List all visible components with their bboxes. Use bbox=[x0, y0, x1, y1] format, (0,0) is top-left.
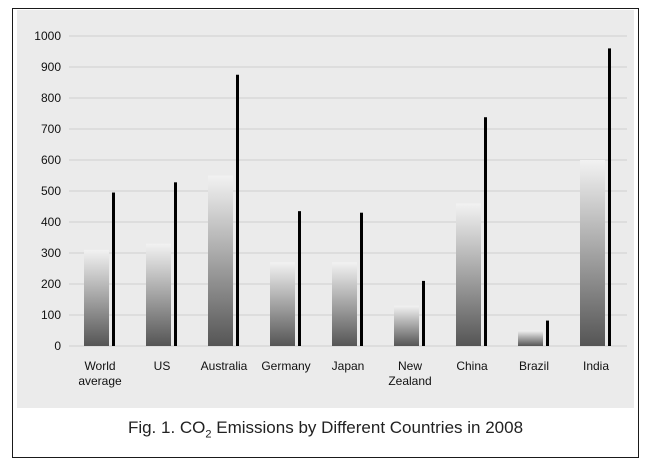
y-tick-label: 700 bbox=[41, 122, 61, 136]
x-tick-label: Germany bbox=[261, 359, 310, 373]
x-tick-label: average bbox=[78, 374, 122, 388]
x-tick-label: New bbox=[398, 359, 422, 373]
bar bbox=[146, 243, 171, 346]
caption-subscript: 2 bbox=[205, 428, 212, 441]
gridlines bbox=[69, 35, 627, 347]
bar bbox=[518, 330, 543, 346]
x-tick-label: Australia bbox=[201, 359, 248, 373]
bars bbox=[84, 160, 605, 346]
bar bbox=[394, 305, 419, 346]
value-line bbox=[360, 212, 363, 346]
y-tick-label: 100 bbox=[41, 308, 61, 322]
x-tick-label: Zealand bbox=[388, 374, 431, 388]
bar bbox=[456, 203, 481, 346]
value-line bbox=[298, 211, 301, 346]
bar bbox=[580, 160, 605, 346]
y-tick-label: 200 bbox=[41, 277, 61, 291]
y-tick-label: 600 bbox=[41, 153, 61, 167]
value-line bbox=[484, 117, 487, 346]
x-tick-label: China bbox=[456, 359, 488, 373]
y-tick-label: 800 bbox=[41, 91, 61, 105]
caption-suffix: Emissions by Different Countries in 2008 bbox=[211, 418, 524, 437]
y-axis: 0 100 200 300 400 500 600 700 800 900 1000 bbox=[34, 29, 61, 353]
y-tick-label: 900 bbox=[41, 60, 61, 74]
value-line bbox=[112, 192, 115, 346]
x-tick-label: US bbox=[154, 359, 171, 373]
y-tick-label: 1000 bbox=[34, 29, 61, 43]
value-line bbox=[546, 320, 549, 346]
value-line bbox=[608, 48, 611, 347]
value-line bbox=[236, 74, 239, 346]
x-tick-label: World bbox=[84, 359, 115, 373]
bar bbox=[84, 249, 109, 346]
y-tick-label: 500 bbox=[41, 184, 61, 198]
x-tick-label: India bbox=[583, 359, 609, 373]
y-tick-label: 300 bbox=[41, 246, 61, 260]
y-tick-label: 0 bbox=[54, 339, 61, 353]
value-line bbox=[174, 182, 177, 346]
vertical-lines bbox=[112, 48, 611, 347]
caption-prefix: Fig. 1. CO bbox=[127, 418, 206, 437]
bar bbox=[208, 175, 233, 346]
value-line bbox=[422, 280, 425, 346]
co2-emissions-chart: 0 100 200 300 400 500 600 700 800 900 1000 Worldav… bbox=[34, 29, 627, 388]
y-tick-label: 400 bbox=[41, 215, 61, 229]
x-tick-label: Japan bbox=[332, 359, 365, 373]
x-tick-label: Brazil bbox=[519, 359, 549, 373]
bar bbox=[332, 262, 357, 346]
bar bbox=[270, 262, 295, 346]
figure-caption: Fig. 1. CO2 Emissions by Different Count… bbox=[12, 418, 639, 440]
